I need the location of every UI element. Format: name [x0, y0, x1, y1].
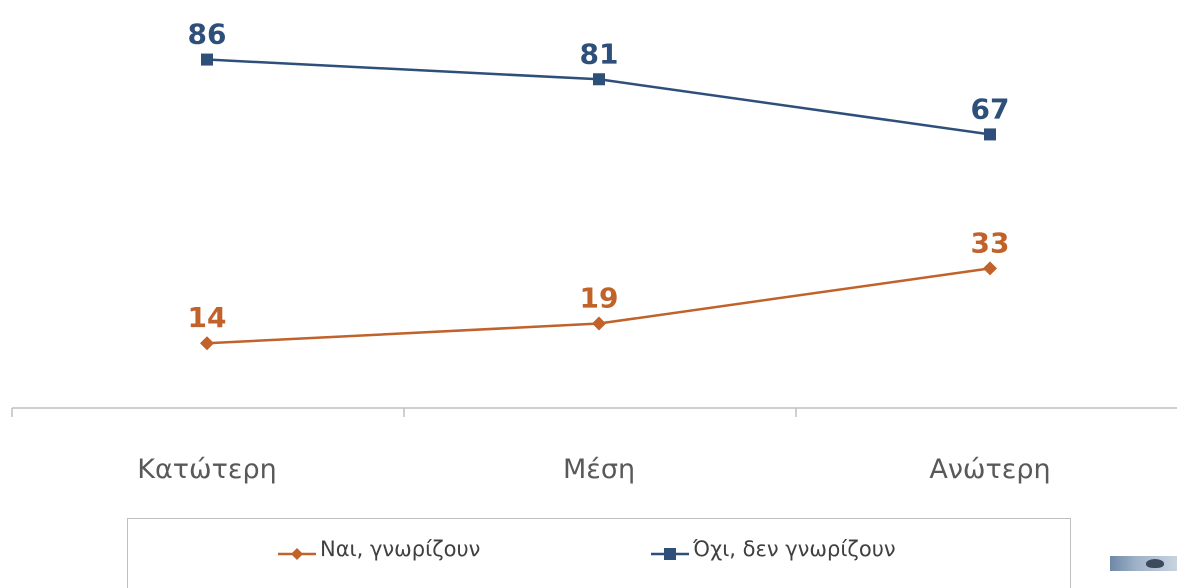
legend-label-yes: Ναι, γνωρίζουν [320, 537, 481, 561]
legend: Ναι, γνωρίζουν Όχι, δεν γνωρίζουν [127, 518, 1071, 588]
legend-item-yes: Ναι, γνωρίζουν [278, 537, 480, 561]
x-tick-label: Μέση [563, 454, 635, 485]
square-line-icon [651, 542, 689, 560]
line-chart: Κατώτερη Μέση Ανώτερη 14 19 33 86 81 67 [11, 18, 1177, 485]
series-line [206, 58, 991, 136]
data-point [200, 336, 214, 351]
data-point [984, 128, 996, 141]
diamond-line-icon [278, 542, 316, 560]
data-label: 81 [580, 37, 619, 70]
thumbnail-image [1110, 556, 1177, 571]
data-label: 67 [971, 92, 1010, 125]
data-point [593, 73, 605, 86]
x-tick-label: Κατώτερη [137, 454, 276, 485]
data-point [592, 316, 606, 331]
data-label: 33 [971, 226, 1010, 259]
legend-label-no: Όχι, δεν γνωρίζουν [693, 537, 896, 561]
data-point [201, 53, 213, 66]
data-label: 19 [580, 282, 619, 315]
data-label: 14 [188, 301, 227, 334]
data-label: 86 [188, 18, 227, 51]
x-tick-label: Ανώτερη [929, 454, 1050, 485]
data-point [983, 261, 997, 276]
legend-item-no: Όχι, δεν γνωρίζουν [651, 537, 896, 561]
